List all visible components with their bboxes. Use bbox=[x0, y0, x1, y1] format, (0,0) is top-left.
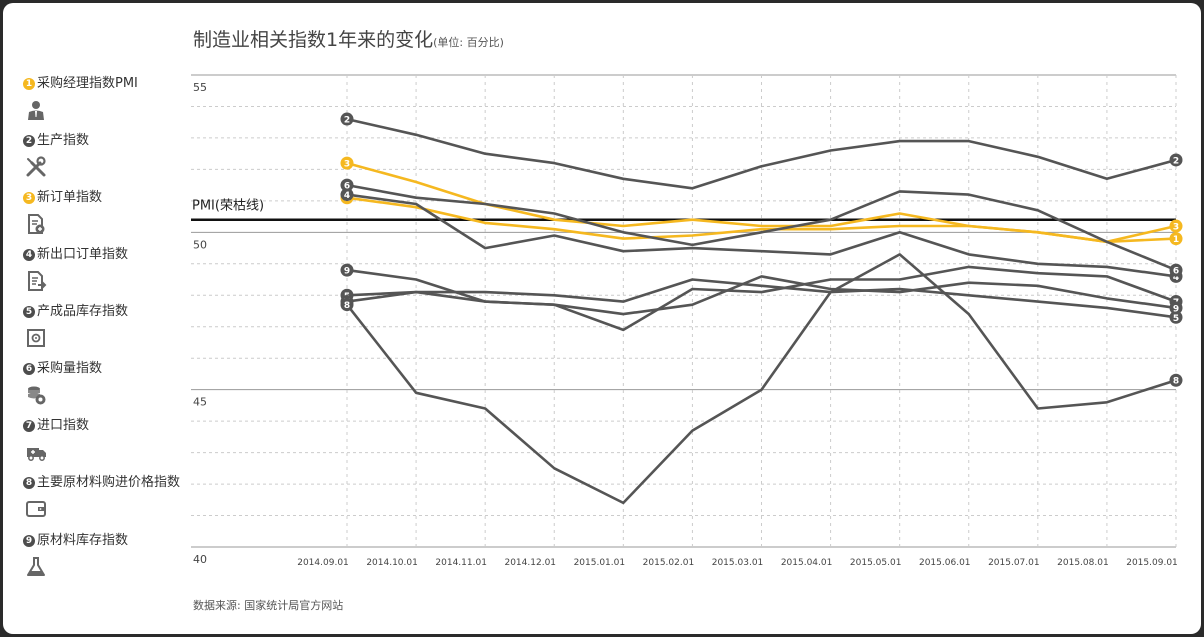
legend-label: 新订单指数 bbox=[37, 190, 103, 205]
export-document-icon bbox=[28, 271, 47, 291]
x-tick-label: 2015.08.01 bbox=[1057, 558, 1109, 568]
y-tick-label: 40 bbox=[193, 553, 207, 566]
legend-badge: 7 bbox=[23, 420, 35, 432]
series-marker-9-end bbox=[1169, 301, 1183, 315]
tools-icon bbox=[26, 156, 46, 177]
series-marker-6-start bbox=[340, 178, 354, 192]
series-marker-label: 3 bbox=[344, 160, 350, 170]
series-line-9 bbox=[346, 268, 1177, 316]
series-layer bbox=[345, 117, 1177, 505]
series-marker-label: 8 bbox=[1173, 377, 1179, 387]
x-tick-label: 2015.01.01 bbox=[574, 558, 626, 568]
legend-label: 新出口订单指数 bbox=[37, 247, 129, 262]
series-line-6 bbox=[346, 183, 1177, 272]
x-tick-label: 2015.07.01 bbox=[988, 558, 1040, 568]
series-marker-4-start bbox=[340, 188, 354, 202]
series-marker-2-end bbox=[1169, 153, 1183, 167]
x-tick-label: 2015.09.01 bbox=[1126, 558, 1178, 568]
x-tick-label: 2015.04.01 bbox=[781, 558, 833, 568]
x-tick-label: 2015.05.01 bbox=[850, 558, 902, 568]
x-tick-label: 2014.12.01 bbox=[504, 558, 556, 568]
legend-label: 生产指数 bbox=[37, 133, 90, 148]
pmi-reference-label: PMI(荣枯线) bbox=[192, 199, 264, 214]
legend-item-8: 8 主要原材料购进价格指数 bbox=[23, 474, 203, 526]
series-marker-3-end bbox=[1169, 219, 1183, 233]
y-tick-label: 55 bbox=[193, 81, 207, 94]
y-tick-label: 45 bbox=[193, 396, 207, 409]
x-tick-label: 2014.10.01 bbox=[366, 558, 418, 568]
series-marker-6-end bbox=[1169, 263, 1183, 277]
document-icon bbox=[28, 214, 45, 234]
legend-item-4: 4 新出口订单指数 bbox=[23, 246, 203, 298]
series-marker-label: 6 bbox=[344, 182, 350, 192]
truck-icon bbox=[27, 448, 46, 461]
legend-label: 采购经理指数PMI bbox=[37, 76, 138, 91]
series-marker-label: 5 bbox=[1173, 314, 1179, 324]
series-marker-3-start bbox=[340, 156, 354, 170]
coins-icon bbox=[28, 386, 46, 405]
grid-layer bbox=[191, 74, 1177, 548]
legend-item-7: 7 进口指数 bbox=[23, 417, 203, 469]
series-marker-label: 1 bbox=[1173, 235, 1179, 245]
series-line-4 bbox=[346, 193, 1177, 278]
legend-label: 主要原材料购进价格指数 bbox=[37, 475, 181, 490]
legend-badge: 8 bbox=[23, 477, 35, 489]
legend-label: 产成品库存指数 bbox=[37, 304, 129, 319]
legend-badge: 5 bbox=[23, 306, 35, 318]
y-tick-label: 50 bbox=[193, 238, 207, 251]
series-marker-1-end bbox=[1169, 232, 1183, 246]
legend-badge: 6 bbox=[23, 363, 35, 375]
marker-layer: 112233445566778899 bbox=[340, 112, 1183, 387]
legend-badge: 4 bbox=[23, 249, 35, 261]
series-marker-label: 4 bbox=[1173, 273, 1179, 283]
x-tick-label: 2014.09.01 bbox=[297, 558, 349, 568]
legend-item-9: 9 原材料库存指数 bbox=[23, 532, 203, 584]
chart-frame: 制造业相关指数1年来的变化(单位: 百分比) PMI(荣枯线) 11223344… bbox=[3, 3, 1201, 634]
series-marker-label: 8 bbox=[344, 301, 350, 311]
series-line-5 bbox=[346, 278, 1177, 319]
series-marker-8-start bbox=[340, 298, 354, 312]
x-tick-label: 2015.06.01 bbox=[919, 558, 971, 568]
flask-icon bbox=[27, 557, 45, 576]
x-tick-label: 2015.03.01 bbox=[712, 558, 764, 568]
title-unit: (单位: 百分比) bbox=[433, 36, 504, 49]
legend-badge: 9 bbox=[23, 535, 35, 547]
legend-item-2: 2 生产指数 bbox=[23, 132, 203, 184]
legend-label: 进口指数 bbox=[37, 418, 90, 433]
series-marker-label: 6 bbox=[1173, 267, 1179, 277]
series-marker-label: 9 bbox=[344, 267, 350, 277]
legend-item-5: 5 产成品库存指数 bbox=[23, 303, 203, 355]
series-marker-label: 2 bbox=[1173, 156, 1179, 166]
legend-badge: 1 bbox=[23, 78, 35, 90]
series-marker-label: 4 bbox=[344, 191, 350, 201]
series-marker-label: 9 bbox=[1173, 304, 1179, 314]
legend-label: 原材料库存指数 bbox=[37, 533, 129, 548]
title-text: 制造业相关指数1年来的变化 bbox=[193, 29, 434, 51]
data-source: 数据来源: 国家统计局官方网站 bbox=[193, 599, 344, 612]
safe-icon bbox=[27, 329, 45, 347]
series-line-8 bbox=[345, 253, 1177, 505]
legend-label: 采购量指数 bbox=[37, 361, 103, 376]
manager-icon bbox=[28, 101, 44, 120]
series-marker-5-end bbox=[1169, 310, 1183, 324]
series-marker-label: 2 bbox=[344, 116, 350, 126]
series-marker-8-end bbox=[1169, 373, 1183, 387]
series-marker-2-start bbox=[340, 112, 354, 126]
wallet-icon bbox=[26, 501, 46, 517]
series-marker-9-start bbox=[340, 263, 354, 277]
x-tick-label: 2015.02.01 bbox=[643, 558, 695, 568]
legend-item-1: 1 采购经理指数PMI bbox=[23, 75, 203, 127]
series-line-2 bbox=[346, 117, 1177, 190]
series-marker-label: 3 bbox=[1173, 223, 1179, 233]
line-chart: PMI(荣枯线) 112233445566778899 404550552014… bbox=[191, 74, 1183, 568]
legend-item-6: 6 采购量指数 bbox=[23, 360, 203, 412]
legend-badge: 3 bbox=[23, 192, 35, 204]
chart-title: 制造业相关指数1年来的变化(单位: 百分比) bbox=[193, 25, 504, 52]
x-tick-label: 2014.11.01 bbox=[435, 558, 487, 568]
legend-item-3: 3 新订单指数 bbox=[23, 189, 203, 241]
legend-badge: 2 bbox=[23, 135, 35, 147]
